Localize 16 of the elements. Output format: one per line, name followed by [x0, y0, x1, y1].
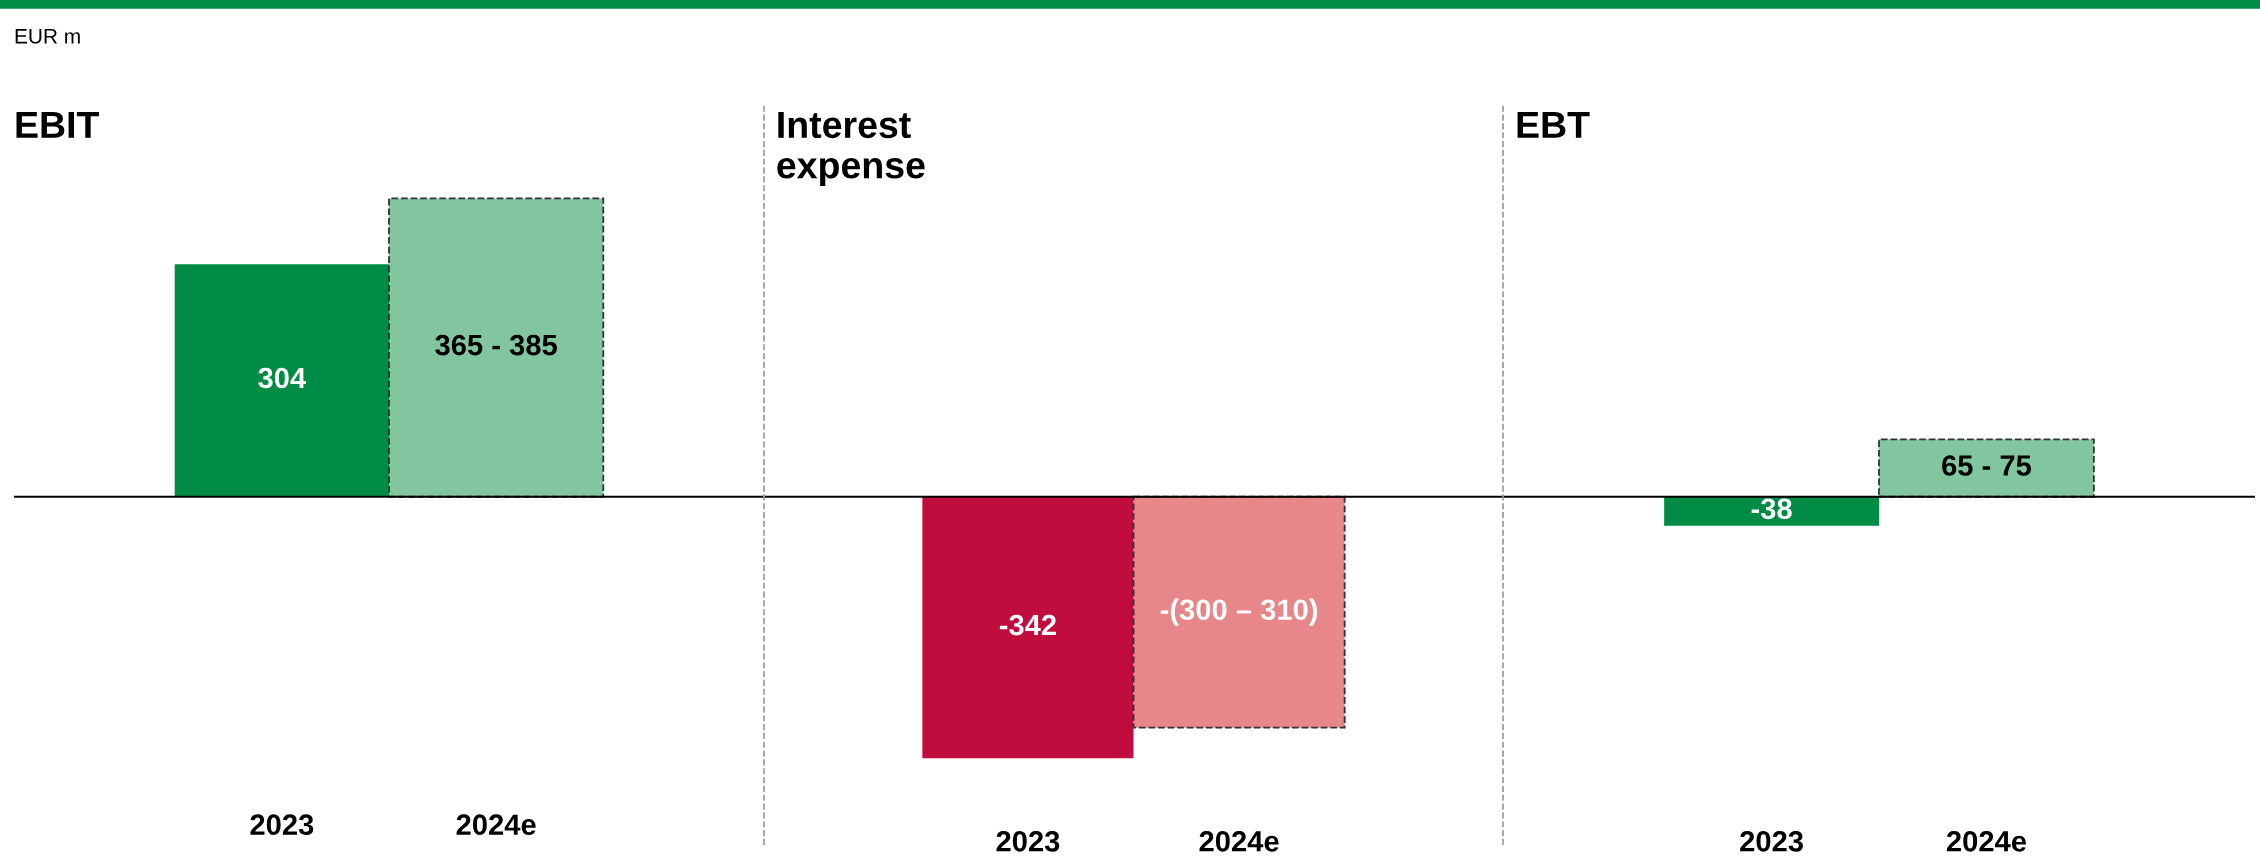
x-tick-label: 2024e — [1946, 830, 2026, 852]
x-tick-label: 2024e — [1199, 830, 1279, 852]
annotation: 65 - 75 — [1942, 455, 2032, 476]
data-label: -342 — [999, 614, 1056, 636]
chart-title: EBIT — [16, 112, 100, 138]
x-tick-label: 2023 — [1740, 830, 1803, 852]
chart-title: EBT — [1517, 112, 1590, 138]
y-axis-title: EUR m — [15, 29, 80, 44]
data-label: 304 — [258, 367, 307, 389]
annotation: -(300 – 310) — [1160, 598, 1318, 626]
chart-title: Interest expense — [777, 112, 925, 186]
annotation: 365 - 385 — [435, 334, 557, 356]
x-tick-label: 2023 — [250, 814, 314, 836]
x-tick-label: 2024e — [456, 814, 536, 835]
data-label: -38 — [1751, 498, 1792, 520]
x-tick-label: 2023 — [996, 830, 1060, 852]
